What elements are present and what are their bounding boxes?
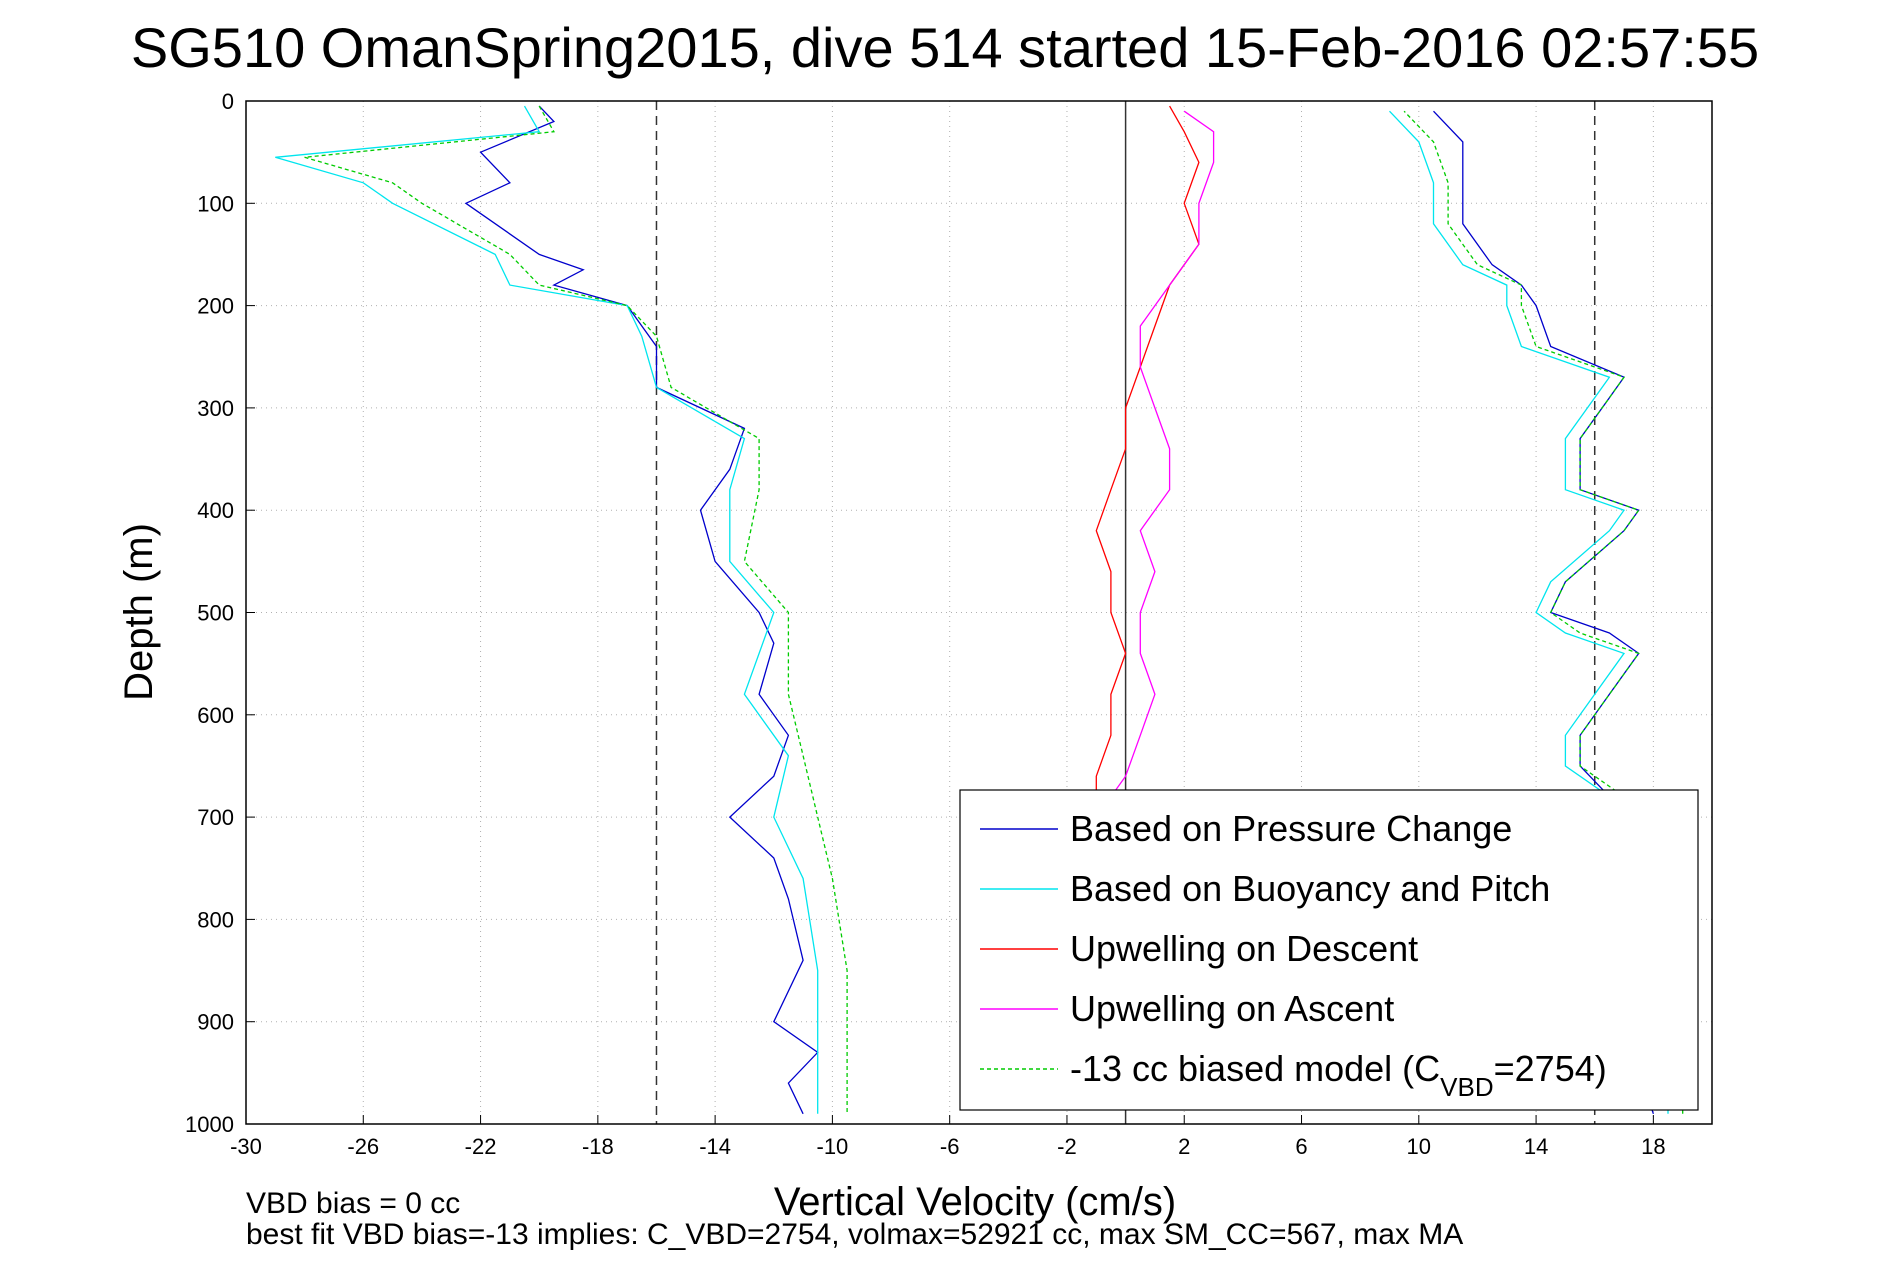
x-axis-label: Vertical Velocity (cm/s) [774, 1180, 1176, 1224]
legend-box [959, 789, 1699, 1111]
y-tick-label: 900 [197, 1010, 234, 1035]
y-tick-label: 1000 [185, 1112, 234, 1137]
y-tick-label: 300 [197, 396, 234, 421]
y-tick-label: 800 [197, 907, 234, 932]
x-tick-label: -2 [1057, 1134, 1077, 1159]
y-axis-ticks: 0 100 200 300 400 500 600 700 800 900 1000 [185, 89, 255, 1137]
legend-entry-label: -13 cc biased model (CVBD=2754) [1070, 1048, 1607, 1102]
x-tick-label: 2 [1178, 1134, 1190, 1159]
x-tick-label: -22 [465, 1134, 497, 1159]
x-tick-label: -18 [582, 1134, 614, 1159]
y-tick-label: 600 [197, 703, 234, 728]
y-tick-label: 100 [197, 191, 234, 216]
grid [245, 100, 1712, 1125]
x-tick-label: -26 [347, 1134, 379, 1159]
series-line-descent_buoyancy [275, 105, 819, 1114]
x-tick-label: -30 [230, 1134, 262, 1159]
legend-entry-label: Based on Pressure Change [1070, 808, 1512, 849]
x-tick-label: -10 [817, 1134, 849, 1159]
x-tick-label: 6 [1295, 1134, 1307, 1159]
footer-line-1: VBD bias = 0 cc [246, 1187, 460, 1220]
legend-entry-label: Upwelling on Descent [1070, 928, 1418, 969]
y-tick-label: 700 [197, 805, 234, 830]
legend-entry-label: Upwelling on Ascent [1070, 988, 1394, 1029]
x-tick-label: 18 [1641, 1134, 1665, 1159]
chart-title: SG510 OmanSpring2015, dive 514 started 1… [131, 16, 1759, 79]
y-axis-label: Depth (m) [117, 523, 161, 701]
series-line-descent_model [304, 105, 848, 1114]
footer-line-2: best fit VBD bias=-13 implies: C_VBD=275… [246, 1218, 1463, 1251]
x-axis-ticks: -30 -26 -22 -18 -14 -10 -6 -2 2 6 10 14 18 [230, 1115, 1666, 1159]
y-tick-label: 200 [197, 294, 234, 319]
series-line-descent_pressure [464, 105, 819, 1115]
x-tick-label: 14 [1524, 1134, 1548, 1159]
legend: Based on Pressure Change Based on Buoyanc… [959, 789, 1699, 1111]
y-tick-label: 400 [197, 498, 234, 523]
legend-entry-label: Based on Buoyancy and Pitch [1070, 868, 1550, 909]
x-tick-label: -14 [699, 1134, 731, 1159]
x-tick-label: 10 [1407, 1134, 1431, 1159]
y-tick-label: 0 [222, 89, 234, 114]
y-tick-label: 500 [197, 601, 234, 626]
x-tick-label: -6 [940, 1134, 960, 1159]
